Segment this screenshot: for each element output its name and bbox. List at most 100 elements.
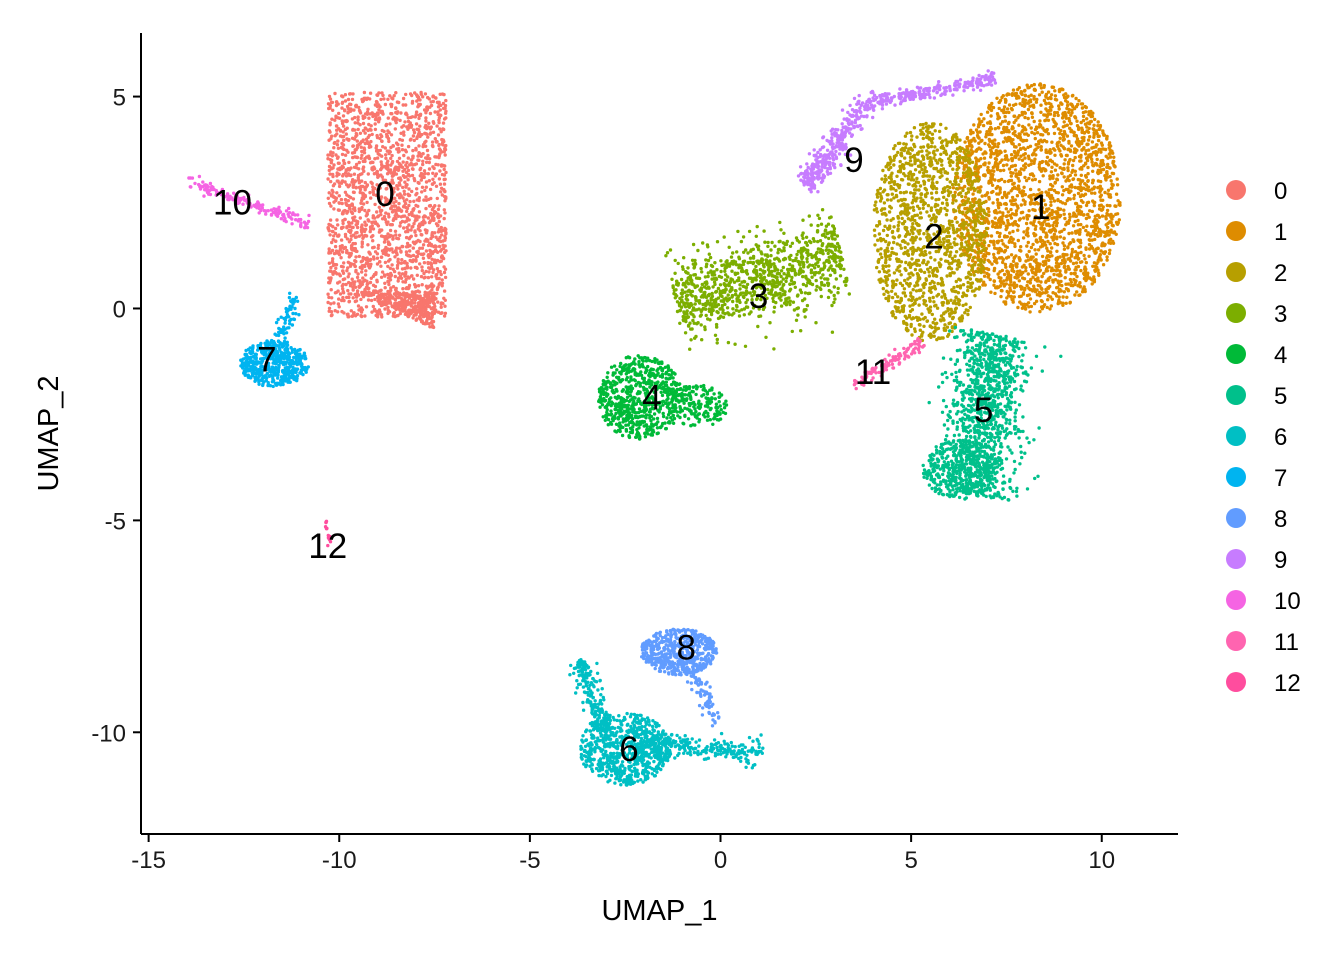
- cell-point: [996, 142, 1001, 146]
- cell-point: [393, 127, 397, 131]
- cell-point: [333, 140, 337, 145]
- cell-point: [1104, 214, 1108, 219]
- cell-point: [1029, 245, 1034, 250]
- cell-point: [1109, 212, 1113, 217]
- cell-point: [908, 191, 913, 195]
- cell-point: [1099, 179, 1103, 184]
- cell-point: [935, 337, 939, 342]
- cell-point: [1053, 241, 1057, 246]
- cell-point: [369, 262, 373, 266]
- cell-point: [444, 195, 448, 199]
- cell-point: [402, 153, 406, 158]
- cell-point: [1073, 293, 1077, 297]
- cell-point: [374, 149, 379, 153]
- cell-point: [1017, 279, 1021, 283]
- cell-point: [1021, 189, 1026, 194]
- cell-point: [997, 234, 1002, 239]
- cell-point: [332, 301, 336, 305]
- cell-point: [426, 135, 430, 139]
- cell-point: [339, 226, 344, 231]
- cell-point: [1006, 210, 1010, 214]
- cell-point: [401, 287, 405, 291]
- cell-point: [1063, 216, 1067, 221]
- cell-point: [996, 117, 1000, 121]
- cell-point: [441, 256, 446, 261]
- cell-point: [1116, 199, 1120, 203]
- cell-point: [1046, 118, 1051, 123]
- cell-point: [356, 118, 360, 122]
- cell-point: [363, 273, 368, 277]
- cell-point: [368, 257, 373, 262]
- cell-point: [975, 147, 979, 152]
- cell-point: [993, 178, 997, 182]
- cell-point: [333, 244, 338, 249]
- cell-point: [352, 190, 356, 195]
- cell-point: [1031, 255, 1035, 259]
- cell-point: [951, 201, 955, 205]
- cell-point: [969, 128, 973, 132]
- cell-point: [404, 230, 408, 234]
- cell-point: [1087, 215, 1091, 219]
- cell-point: [339, 181, 344, 185]
- cell-point: [1005, 163, 1009, 167]
- cell-point: [414, 193, 418, 197]
- cell-point: [1105, 171, 1109, 175]
- cell-point: [961, 174, 966, 179]
- cell-point: [351, 128, 355, 132]
- cell-point: [1094, 143, 1099, 147]
- cell-point: [1069, 271, 1073, 276]
- cell-point: [915, 135, 919, 139]
- cell-point: [417, 224, 421, 228]
- cell-point: [413, 265, 417, 270]
- cell-point: [1090, 146, 1094, 150]
- cell-point: [406, 192, 410, 196]
- cell-point: [937, 197, 941, 201]
- cell-point: [354, 104, 358, 108]
- cell-point: [1047, 108, 1051, 113]
- cell-point: [955, 242, 959, 246]
- cell-point: [979, 185, 983, 189]
- cell-point: [358, 131, 363, 135]
- cell-point: [1062, 162, 1066, 166]
- cell-point: [397, 271, 401, 275]
- cell-point: [340, 201, 344, 206]
- cell-point: [397, 233, 402, 237]
- cell-point: [1023, 202, 1027, 206]
- cell-point: [912, 194, 916, 199]
- cell-point: [931, 295, 935, 300]
- cell-point: [996, 114, 1000, 118]
- cell-point: [375, 133, 379, 138]
- cell-point: [428, 325, 432, 329]
- cell-point: [996, 272, 1000, 276]
- cell-point: [373, 297, 377, 302]
- cell-point: [336, 223, 340, 227]
- cell-point: [360, 230, 364, 234]
- cell-point: [327, 247, 331, 251]
- cell-point: [987, 161, 991, 165]
- cell-point: [1112, 159, 1116, 164]
- cell-point: [396, 279, 400, 283]
- cell-point: [1051, 196, 1055, 200]
- cell-point: [1066, 246, 1070, 250]
- cell-point: [959, 241, 964, 245]
- cell-point: [995, 198, 1000, 202]
- cell-point: [371, 304, 375, 309]
- cell-point: [986, 165, 990, 170]
- cell-point: [344, 282, 348, 287]
- cell-point: [423, 228, 428, 232]
- cell-point: [404, 103, 408, 107]
- cell-point: [364, 214, 368, 218]
- cell-point: [1034, 260, 1038, 264]
- cell-point: [355, 275, 360, 280]
- cell-point: [1011, 223, 1015, 227]
- cell-point: [1073, 282, 1077, 287]
- cell-point: [1090, 187, 1094, 191]
- cell-point: [329, 204, 333, 208]
- cell-point: [333, 309, 337, 313]
- cell-point: [379, 196, 383, 201]
- cell-point: [1086, 155, 1090, 159]
- cell-point: [362, 229, 367, 234]
- cell-point: [912, 126, 917, 130]
- cell-point: [417, 116, 421, 121]
- cell-point: [1070, 250, 1075, 254]
